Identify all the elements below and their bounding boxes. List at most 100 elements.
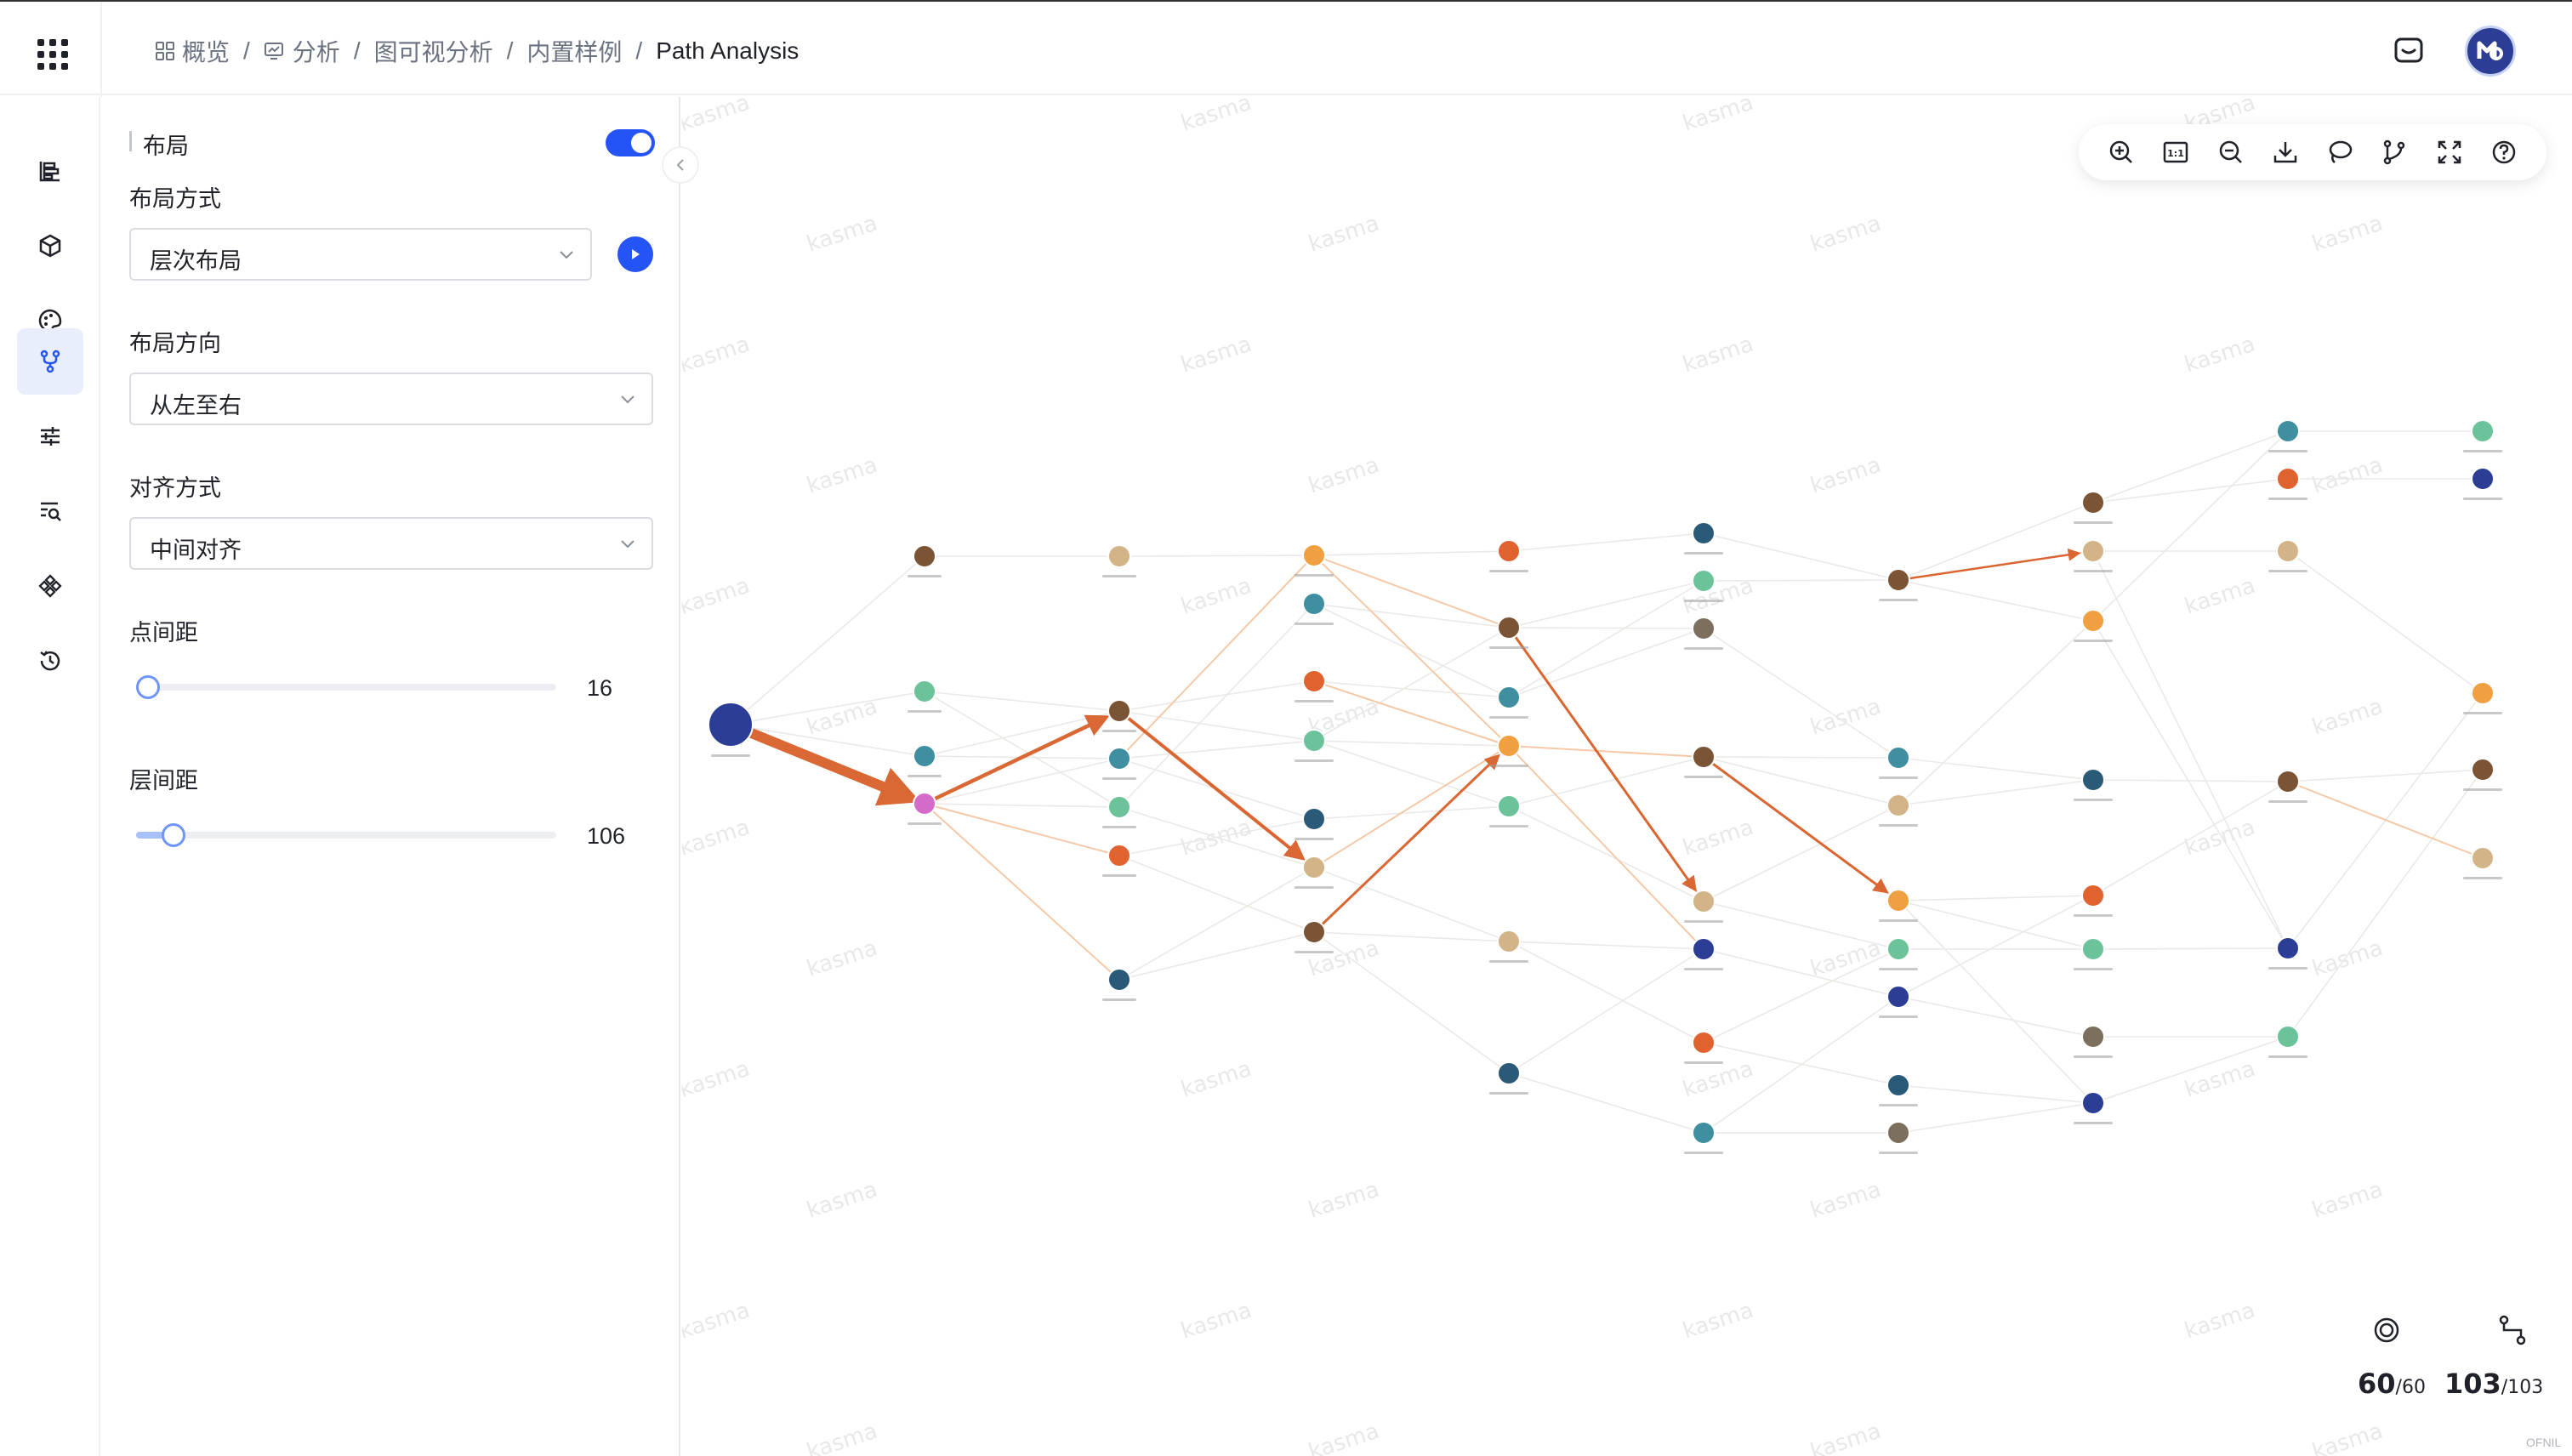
collapse-panel-button[interactable]	[662, 146, 699, 184]
graph-node[interactable]	[1886, 793, 1910, 817]
graph-node[interactable]	[1886, 1073, 1910, 1097]
graph-node[interactable]	[1886, 1121, 1910, 1145]
graph-edge	[924, 803, 1120, 981]
graph-node[interactable]	[2081, 491, 2105, 515]
graph-node[interactable]	[1692, 617, 1716, 640]
graph-node[interactable]	[1886, 746, 1910, 770]
rank-spacing-thumb[interactable]	[162, 823, 185, 847]
rail-component-icon[interactable]	[17, 553, 83, 619]
graph-node[interactable]	[1302, 543, 1326, 567]
user-avatar[interactable]	[2465, 26, 2516, 77]
lasso-icon[interactable]	[2321, 134, 2359, 171]
graph-node[interactable]	[1886, 889, 1910, 913]
graph-node[interactable]	[1302, 807, 1326, 831]
graph-node[interactable]	[2276, 936, 2300, 960]
graph-node[interactable]	[1497, 794, 1521, 818]
graph-node[interactable]	[2081, 609, 2105, 633]
graph-node[interactable]	[913, 744, 936, 768]
graph-node[interactable]	[1692, 569, 1716, 593]
graph-node[interactable]	[2471, 758, 2495, 782]
breadcrumb-analysis[interactable]: 分析	[264, 34, 340, 68]
graph-node[interactable]	[2081, 1025, 2105, 1049]
graph-node[interactable]	[1302, 669, 1326, 693]
watermark-text: kasma	[2309, 1177, 2386, 1224]
graph-node[interactable]	[2276, 770, 2300, 793]
graph-node[interactable]	[2471, 681, 2495, 705]
help-icon[interactable]	[2485, 134, 2523, 171]
graph-node[interactable]	[1886, 985, 1910, 1009]
graph-node[interactable]	[1692, 1121, 1716, 1145]
graph-node[interactable]	[1107, 968, 1131, 992]
fullscreen-icon[interactable]	[2431, 134, 2468, 171]
graph-node[interactable]	[1692, 745, 1716, 769]
rail-sliders-icon[interactable]	[17, 403, 83, 469]
graph-node[interactable]	[2276, 467, 2300, 491]
graph-node[interactable]	[2081, 884, 2105, 907]
rail-history-icon[interactable]	[17, 628, 83, 694]
graph-node[interactable]	[1302, 592, 1326, 616]
graph-edge	[1313, 555, 1510, 628]
graph-node[interactable]	[708, 702, 754, 748]
graph-node[interactable]	[1107, 795, 1131, 819]
graph-node[interactable]	[1497, 930, 1521, 953]
graph-node[interactable]	[2276, 419, 2300, 443]
graph-node[interactable]	[1497, 734, 1521, 758]
rail-layers-icon[interactable]	[17, 138, 83, 204]
graph-node[interactable]	[1302, 729, 1326, 753]
graph-node[interactable]	[1302, 856, 1326, 879]
graph-node[interactable]	[913, 544, 936, 568]
graph-node[interactable]	[1497, 1061, 1521, 1085]
graph-node[interactable]	[1107, 747, 1131, 771]
graph-node[interactable]	[1107, 544, 1131, 568]
graph-node[interactable]	[2276, 1025, 2300, 1049]
graph-node[interactable]	[1497, 616, 1521, 640]
graph-node[interactable]	[1692, 521, 1716, 545]
graph-node[interactable]	[2471, 419, 2495, 443]
graph-node[interactable]	[2081, 768, 2105, 792]
graph-node[interactable]	[2471, 846, 2495, 870]
graph-node[interactable]	[2081, 539, 2105, 563]
graph-svg[interactable]: kasma kasma kasma kasma kasma kasma kasma kasma…	[682, 97, 2572, 1456]
graph-node[interactable]	[2471, 467, 2495, 491]
layout-method-select[interactable]: 层次布局	[129, 228, 592, 281]
graph-node[interactable]	[1107, 844, 1131, 867]
zoom-out-icon[interactable]	[2212, 134, 2250, 171]
breadcrumb-graph-analysis[interactable]: 图可视分析	[374, 34, 493, 68]
apps-grid-icon[interactable]	[31, 32, 70, 71]
graph-node[interactable]	[1497, 685, 1521, 709]
graph-node[interactable]	[1302, 920, 1326, 944]
node-spacing-slider[interactable]	[136, 675, 556, 699]
direction-select[interactable]: 从左至右	[129, 373, 653, 425]
graph-node[interactable]	[913, 680, 936, 703]
layout-toggle[interactable]	[606, 129, 655, 156]
rail-layout-icon[interactable]	[17, 328, 83, 395]
graph-canvas[interactable]: kasma kasma kasma kasma kasma kasma kasma kasma…	[682, 97, 2572, 1456]
rail-palette-icon[interactable]	[17, 287, 83, 354]
graph-node[interactable]	[1886, 937, 1910, 961]
graph-node[interactable]	[2081, 937, 2105, 961]
graph-node[interactable]	[1497, 539, 1521, 563]
download-icon[interactable]	[2267, 134, 2304, 171]
graph-node[interactable]	[2081, 1091, 2105, 1115]
graph-node[interactable]	[1107, 699, 1131, 723]
feedback-icon[interactable]	[2392, 34, 2426, 68]
graph-node[interactable]	[2276, 539, 2300, 563]
rail-cube-icon[interactable]	[17, 213, 83, 279]
node-spacing-thumb[interactable]	[136, 675, 160, 699]
graph-node[interactable]	[1692, 937, 1716, 961]
path-select-icon[interactable]	[2376, 134, 2413, 171]
actual-size-icon[interactable]: 1:1	[2157, 134, 2194, 171]
graph-node[interactable]	[1692, 890, 1716, 913]
breadcrumb-overview[interactable]: 概览	[155, 34, 230, 68]
rail-search-list-icon[interactable]	[17, 478, 83, 544]
layout-method-label: 布局方式	[129, 186, 221, 212]
graph-node[interactable]	[913, 792, 936, 816]
rank-spacing-slider[interactable]	[136, 823, 556, 847]
graph-node[interactable]	[1886, 568, 1910, 592]
zoom-in-icon[interactable]	[2103, 134, 2140, 171]
graph-node[interactable]	[1692, 1031, 1716, 1055]
graph-edge	[1898, 757, 2094, 781]
align-select[interactable]: 中间对齐	[129, 517, 653, 570]
run-layout-button[interactable]	[617, 236, 653, 272]
breadcrumb-builtin-samples[interactable]: 内置样例	[526, 34, 622, 68]
